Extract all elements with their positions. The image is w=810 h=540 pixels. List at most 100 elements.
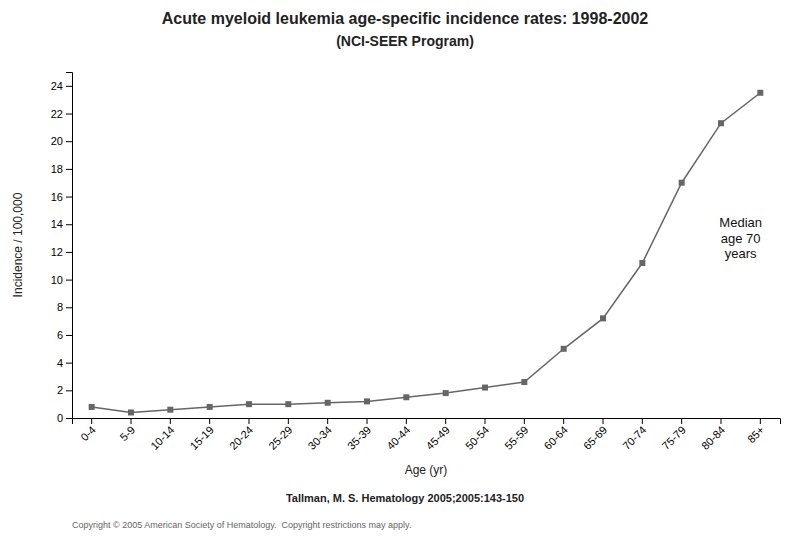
x-tick: 65-69 [581, 418, 609, 452]
x-tick: 80-84 [699, 418, 727, 452]
y-tick: 0 [57, 412, 72, 424]
marker [443, 390, 449, 396]
marker [207, 404, 213, 410]
y-tick: 6 [57, 329, 72, 341]
x-tick: 45-49 [424, 418, 452, 452]
marker [403, 394, 409, 400]
x-tick-label: 45-49 [424, 424, 452, 452]
y-tick-label: 14 [51, 218, 63, 230]
x-tick: 70-74 [620, 418, 648, 452]
x-tick-mark [445, 418, 446, 424]
marker [89, 404, 95, 410]
x-tick-mark [327, 418, 328, 424]
x-tick-label: 85+ [745, 424, 767, 446]
line [92, 93, 761, 413]
x-axis-line [73, 419, 781, 425]
x-tick-mark [170, 418, 171, 424]
x-tick-label: 5-9 [117, 424, 137, 444]
x-tick-label: 30-34 [306, 424, 334, 452]
y-tick: 14 [51, 218, 72, 230]
y-tick-mark [66, 280, 72, 281]
x-tick-mark [209, 418, 210, 424]
marker [679, 180, 685, 186]
annotation-line: years [725, 246, 757, 261]
y-tick: 20 [51, 135, 72, 147]
y-tick-label: 18 [51, 163, 63, 175]
title: Acute myeloid leukemia age-specific inci… [162, 10, 649, 27]
marker [639, 260, 645, 266]
y-tick-label: 24 [51, 80, 63, 92]
y-tick: 18 [51, 163, 72, 175]
x-tick-mark [721, 418, 722, 424]
marker [364, 398, 370, 404]
x-tick: 25-29 [266, 418, 294, 452]
y-tick-mark [66, 86, 72, 87]
x-tick-mark [406, 418, 407, 424]
y-tick-label: 22 [51, 108, 63, 120]
annotation-line: Median [719, 215, 762, 230]
x-tick-label: 55-59 [502, 424, 530, 452]
x-tick-mark [367, 418, 368, 424]
plot-area: 0246810121416182022240-45-910-1415-1920-… [51, 73, 781, 452]
marker [718, 120, 724, 126]
y-tick: 22 [51, 108, 72, 120]
y-tick-label: 6 [57, 329, 63, 341]
y-tick: 2 [57, 384, 72, 396]
marker [561, 346, 567, 352]
x-tick-label: 60-64 [542, 424, 570, 452]
y-tick-mark [66, 169, 72, 170]
x-tick-label: 75-79 [660, 424, 688, 452]
y-tick-mark [66, 197, 72, 198]
y-tick: 16 [51, 191, 72, 203]
y-tick-label: 12 [51, 246, 63, 258]
chart: Acute myeloid leukemia age-specific inci… [0, 0, 810, 540]
x-tick-mark [603, 418, 604, 424]
x-tick-mark [91, 418, 92, 424]
x-tick-mark [760, 418, 761, 424]
x-tick-label: 70-74 [620, 424, 648, 452]
x-tick: 50-54 [463, 418, 491, 452]
x-tick-mark [131, 418, 132, 424]
x-tick: 60-64 [542, 418, 570, 452]
y-tick-label: 16 [51, 191, 63, 203]
y-tick-mark [66, 390, 72, 391]
x-tick-label: 25-29 [266, 424, 294, 452]
y-tick: 10 [51, 274, 72, 286]
x-tick-mark [249, 418, 250, 424]
marker [128, 409, 134, 415]
x-tick: 40-44 [384, 418, 412, 452]
x-tick: 35-39 [345, 418, 373, 452]
y-axis-title: Incidence / 100,000 [11, 192, 25, 297]
x-tick-label: 65-69 [581, 424, 609, 452]
y-tick-label: 2 [57, 384, 63, 396]
x-tick: 15-19 [188, 418, 216, 452]
y-axis: 024681012141618202224 [51, 73, 73, 425]
x-tick: 0-4 [78, 418, 98, 443]
x-tick: 75-79 [660, 418, 688, 452]
marker [521, 379, 527, 385]
x-tick-label: 0-4 [78, 424, 98, 444]
y-tick-mark [66, 141, 72, 142]
x-tick-mark [563, 418, 564, 424]
x-axis-title: Age (yr) [405, 463, 448, 477]
y-tick-label: 10 [51, 274, 63, 286]
x-tick-label: 40-44 [384, 424, 412, 452]
annotation-line: age 70 [721, 231, 761, 246]
x-tick: 5-9 [117, 418, 137, 443]
y-tick-mark [66, 307, 72, 308]
x-tick-label: 50-54 [463, 424, 491, 452]
y-tick-mark [66, 114, 72, 115]
x-tick-label: 10-14 [148, 424, 176, 452]
y-axis-line [66, 73, 73, 419]
y-tick-mark [66, 252, 72, 253]
x-tick: 20-24 [227, 418, 255, 452]
y-tick-mark [66, 335, 72, 336]
y-tick-label: 20 [51, 135, 63, 147]
x-tick: 55-59 [502, 418, 530, 452]
x-tick-mark [681, 418, 682, 424]
copyright: Copyright © 2005 American Society of Hem… [72, 520, 411, 530]
y-tick-mark [66, 224, 72, 225]
marker [246, 401, 252, 407]
y-tick-label: 0 [57, 412, 63, 424]
x-tick-label: 80-84 [699, 424, 727, 452]
